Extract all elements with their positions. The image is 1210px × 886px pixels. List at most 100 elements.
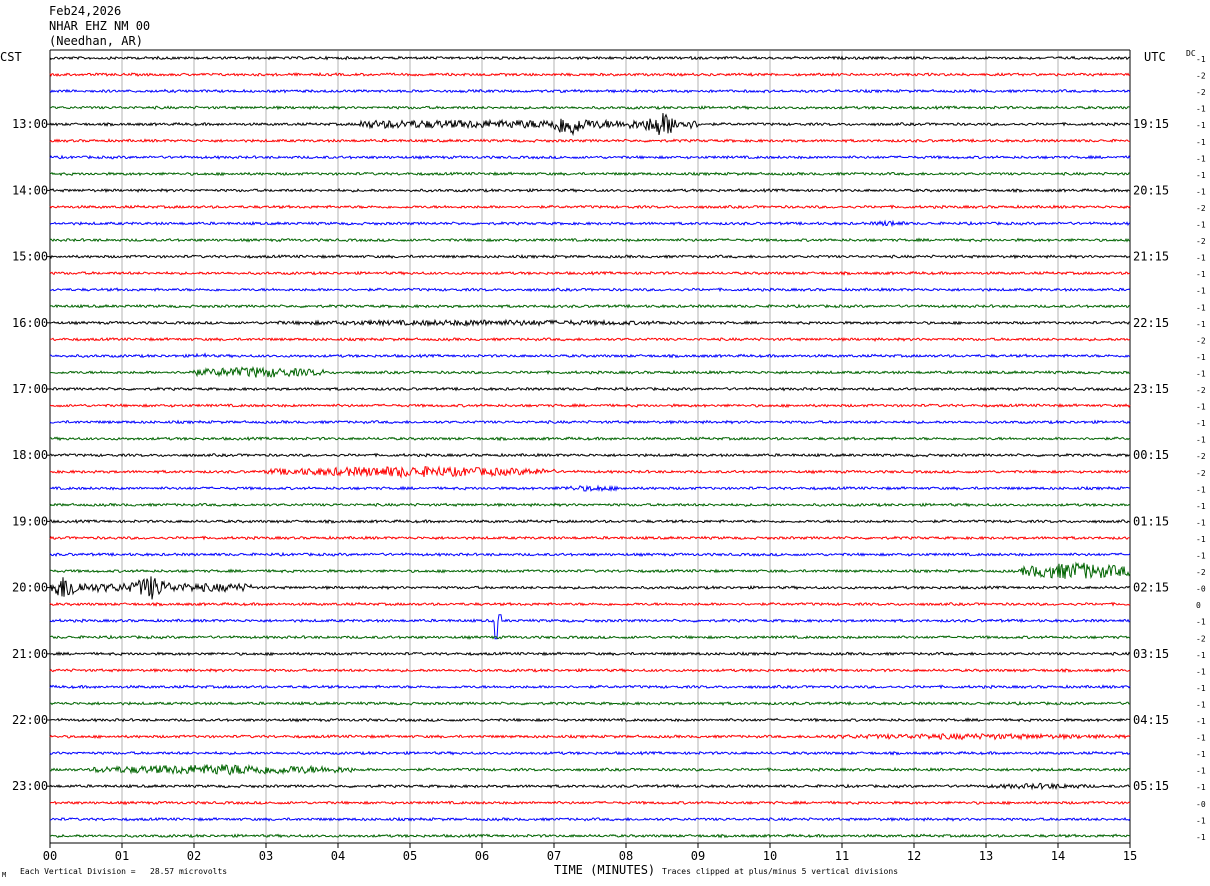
- dc-offset-value: -2: [1196, 634, 1206, 643]
- left-hour-label: 16:00: [12, 316, 48, 330]
- seismic-trace-19: [50, 352, 1131, 359]
- dc-offset-value: -1: [1196, 320, 1206, 329]
- station-location: (Needhan, AR): [49, 34, 143, 48]
- seismic-trace-42: [49, 732, 1131, 741]
- x-tick-label: 00: [43, 849, 57, 863]
- dc-offset-value: -1: [1196, 750, 1206, 759]
- seismic-trace-34: [49, 601, 1131, 607]
- seismic-trace-7: [49, 154, 1131, 160]
- x-tick-label: 11: [835, 849, 849, 863]
- dc-offset-value: -1: [1196, 783, 1206, 792]
- dc-offset-value: -1: [1196, 369, 1206, 378]
- right-hour-label: 00:15: [1133, 448, 1169, 462]
- dc-offset-value: -1: [1196, 154, 1206, 163]
- dc-offset-value: -2: [1196, 469, 1206, 478]
- seismic-trace-10: [49, 204, 1131, 210]
- seismic-trace-4: [49, 105, 1131, 111]
- left-hour-label: 19:00: [12, 514, 48, 528]
- left-hour-label: 23:00: [12, 779, 48, 793]
- dc-offset-value: -1: [1196, 353, 1206, 362]
- dc-offset-value: -0: [1196, 585, 1206, 594]
- dc-offset-value: -1: [1196, 651, 1206, 660]
- seismic-trace-35: [49, 614, 1131, 640]
- seismic-trace-36: [50, 634, 1131, 640]
- dc-offset-value: -1: [1196, 734, 1206, 743]
- seismic-trace-43: [49, 750, 1131, 756]
- seismic-trace-23: [49, 419, 1131, 425]
- dc-offset-value: -0: [1196, 800, 1206, 809]
- dc-offset-value: -2: [1196, 88, 1206, 97]
- right-hour-label: 19:15: [1133, 117, 1169, 131]
- dc-offset-value: 0: [1196, 601, 1201, 610]
- dc-offset-value: -1: [1196, 833, 1206, 842]
- dc-offset-value: -1: [1196, 518, 1206, 527]
- right-timezone-label: UTC: [1144, 50, 1166, 64]
- seismic-trace-16: [49, 303, 1131, 309]
- dc-offset-header: DC: [1186, 49, 1196, 58]
- seismic-trace-45: [49, 782, 1131, 791]
- x-tick-label: 07: [547, 849, 561, 863]
- right-hour-label: 04:15: [1133, 713, 1169, 727]
- seismic-trace-24: [49, 436, 1131, 442]
- station-code: NHAR EHZ NM 00: [49, 19, 151, 33]
- left-hour-label: 15:00: [12, 250, 48, 264]
- seismic-trace-21: [49, 386, 1131, 392]
- seismic-trace-5: [49, 113, 1131, 137]
- seismic-trace-44: [49, 763, 1131, 776]
- left-hour-label: 18:00: [12, 448, 48, 462]
- dc-offset-value: -2: [1196, 386, 1206, 395]
- dc-offset-value: -1: [1196, 436, 1206, 445]
- dc-offset-value: -1: [1196, 767, 1206, 776]
- dc-offset-value: -1: [1196, 138, 1206, 147]
- x-tick-label: 10: [763, 849, 777, 863]
- x-tick-label: 05: [403, 849, 417, 863]
- dc-offset-value: -1: [1196, 403, 1206, 412]
- right-hour-label: 02:15: [1133, 581, 1169, 595]
- dc-offset-value: -1: [1196, 105, 1206, 114]
- left-hour-label: 13:00: [12, 117, 48, 131]
- dc-offset-value: -1: [1196, 171, 1206, 180]
- seismic-trace-27: [49, 484, 1131, 492]
- seismic-trace-30: [49, 535, 1130, 541]
- seismic-trace-1: [49, 55, 1131, 61]
- dc-offset-value: -1: [1196, 254, 1206, 263]
- dc-offset-value: -2: [1196, 568, 1206, 577]
- x-tick-label: 13: [979, 849, 993, 863]
- plot-date: Feb24,2026: [49, 4, 122, 18]
- right-hour-label: 03:15: [1133, 647, 1169, 661]
- seismic-trace-25: [50, 452, 1131, 458]
- dc-offset-value: -1: [1196, 700, 1206, 709]
- right-hour-label: 20:15: [1133, 183, 1169, 197]
- x-tick-label: 01: [115, 849, 129, 863]
- dc-offset-value: -1: [1196, 618, 1206, 627]
- x-tick-label: 09: [691, 849, 705, 863]
- seismic-trace-40: [49, 700, 1131, 706]
- dc-offset-value: -1: [1196, 667, 1206, 676]
- left-hour-label: 17:00: [12, 382, 48, 396]
- right-hour-label: 05:15: [1133, 779, 1169, 793]
- seismic-trace-48: [49, 833, 1131, 839]
- x-tick-label: 04: [331, 849, 345, 863]
- dc-offset-value: -1: [1196, 816, 1206, 825]
- dc-offset-value: -2: [1196, 336, 1206, 345]
- vertical-scale-note: Each Vertical Division = 28.57 microvolt…: [20, 867, 228, 876]
- dc-offset-value: -2: [1196, 237, 1206, 246]
- seismic-trace-31: [49, 551, 1131, 557]
- seismic-trace-13: [49, 253, 1131, 260]
- dc-offset-value: -1: [1196, 221, 1206, 230]
- seismic-trace-2: [49, 71, 1131, 78]
- left-timezone-label: CST: [0, 50, 22, 64]
- dc-offset-value: -1: [1196, 303, 1206, 312]
- seismic-trace-39: [49, 684, 1131, 690]
- seismic-trace-18: [49, 336, 1131, 342]
- dc-offset-value: -1: [1196, 535, 1206, 544]
- x-tick-label: 03: [259, 849, 273, 863]
- seismic-trace-17: [49, 318, 1131, 328]
- x-tick-label: 15: [1123, 849, 1137, 863]
- right-hour-label: 21:15: [1133, 250, 1169, 264]
- seismic-trace-6: [49, 138, 1131, 144]
- seismic-trace-41: [49, 717, 1131, 723]
- dc-offset-value: -1: [1196, 717, 1206, 726]
- x-tick-label: 14: [1051, 849, 1065, 863]
- seismic-trace-8: [50, 171, 1131, 177]
